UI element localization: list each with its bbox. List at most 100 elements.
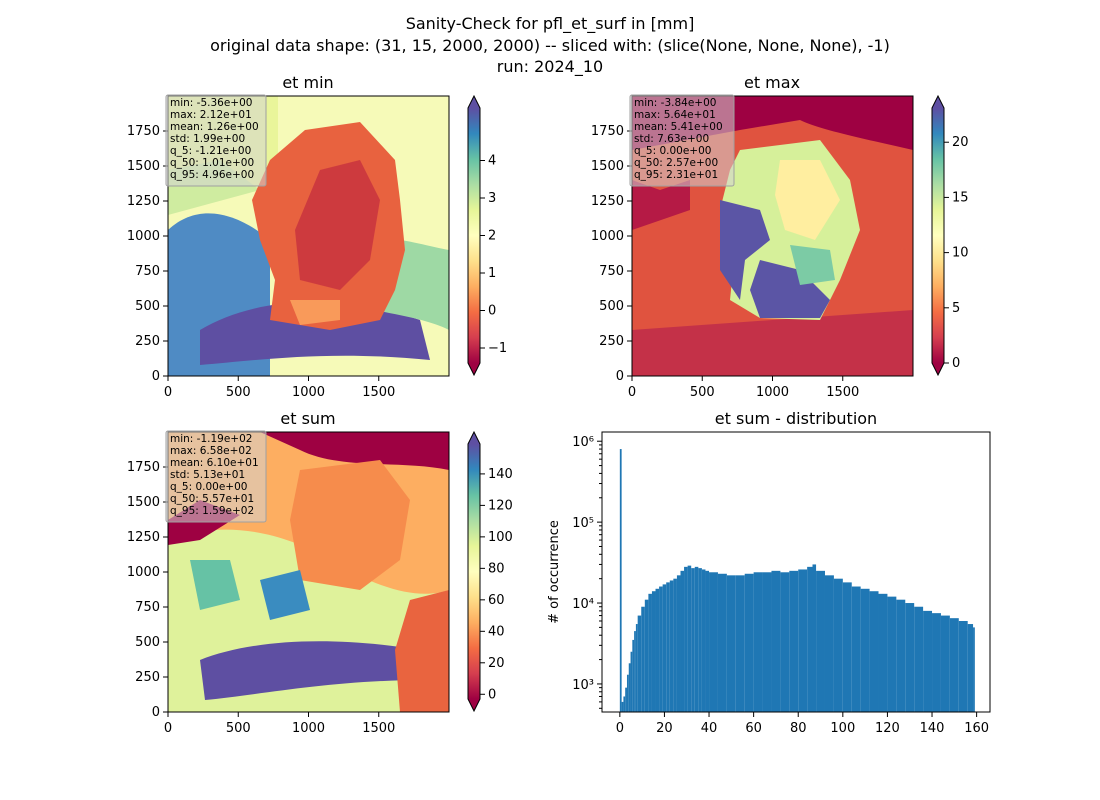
stat-line: std: 7.63e+00 — [634, 133, 709, 145]
y-tick-label: 1250 — [127, 530, 160, 545]
histogram-bar — [949, 618, 959, 712]
y-axis: 0 250 500 750 1000 1250 1500 1750 — [591, 124, 632, 384]
stat-line: q_5: 0.00e+00 — [634, 145, 711, 157]
panel-et-sum-distribution: et sum - distribution # of occurrence 0 2… — [547, 409, 991, 736]
histogram-bar — [753, 572, 763, 712]
stat-line: max: 6.58e+02 — [170, 445, 252, 457]
x-axis: 0 500 1000 1500 — [164, 376, 395, 400]
colorbar-tick-label: 3 — [488, 191, 496, 206]
x-tick-label: 140 — [920, 721, 945, 736]
histogram-bar — [812, 564, 817, 712]
stat-line: std: 1.99e+00 — [170, 133, 245, 145]
y-tick-label: 1000 — [127, 229, 160, 244]
histogram-bar — [878, 593, 888, 712]
histogram-bar — [851, 586, 861, 712]
x-tick-label: 0 — [164, 721, 172, 736]
histogram-bar — [896, 599, 906, 712]
stat-line: min: -3.84e+00 — [634, 97, 716, 109]
suptitle-line-3: run: 2024_10 — [497, 57, 603, 77]
histogram-bar — [644, 599, 649, 712]
x-tick-label: 1500 — [362, 385, 395, 400]
colorbar-tick-label: 10 — [952, 246, 969, 261]
y-tick-label: 1500 — [591, 159, 624, 174]
histogram-bar — [905, 603, 915, 712]
y-tick-label: 750 — [599, 264, 624, 279]
histogram-bar — [842, 582, 852, 712]
histogram-bar — [635, 624, 638, 712]
stat-line: q_5: -1.21e+00 — [170, 145, 251, 157]
x-tick-label: 160 — [964, 721, 989, 736]
axes-frame — [601, 431, 991, 713]
stats-box: min: -1.19e+02 max: 6.58e+02 mean: 6.10e… — [165, 430, 267, 523]
x-tick-label: 1500 — [362, 721, 395, 736]
histogram-bar — [626, 674, 629, 712]
x-tick-label: 0 — [616, 721, 624, 736]
panel-et-min: et min 0 500 1000 1500 0 250 500 750 100… — [127, 73, 507, 400]
y-axis: 10³ 10⁴ 10⁵ 10⁶ — [572, 435, 602, 709]
stat-line: mean: 5.41e+00 — [634, 121, 723, 133]
y-tick-label: 1000 — [127, 565, 160, 580]
colorbar-tick-label: 60 — [488, 593, 505, 608]
y-tick-label: 1500 — [127, 159, 160, 174]
y-tick-label: 250 — [599, 334, 624, 349]
x-tick-label: 500 — [226, 721, 251, 736]
stat-line: q_50: 5.57e+01 — [170, 493, 254, 505]
histogram-bar — [717, 573, 727, 712]
histogram-bar — [691, 568, 695, 712]
histogram-bar — [621, 701, 624, 712]
y-tick-label: 0 — [616, 369, 624, 384]
histogram-bar — [634, 631, 636, 712]
panel-title: et sum - distribution — [715, 409, 877, 428]
stat-line: q_95: 1.59e+02 — [170, 505, 254, 517]
histogram-bar — [726, 575, 736, 712]
histogram-bar — [816, 570, 825, 712]
stat-line: max: 5.64e+01 — [634, 109, 716, 121]
x-tick-label: 80 — [790, 721, 807, 736]
colorbar-tick-label: 120 — [488, 498, 513, 513]
histogram-bar — [798, 569, 808, 712]
colorbar-tick-label: 80 — [488, 561, 505, 576]
y-axis: 0 250 500 750 1000 1250 1500 1750 — [127, 460, 168, 720]
panel-et-sum: et sum 0 500 1000 1500 0 250 500 750 100… — [127, 409, 513, 736]
y-tick-label: 750 — [135, 600, 160, 615]
histogram-bar — [659, 586, 663, 712]
histogram-bar — [684, 566, 688, 712]
x-tick-label: 100 — [830, 721, 855, 736]
colorbar-tick-label: 20 — [952, 135, 969, 150]
stat-line: q_95: 4.96e+00 — [170, 169, 254, 181]
y-axis-label: # of occurrence — [547, 520, 562, 624]
x-tick-label: 1000 — [756, 385, 789, 400]
histogram-bar — [771, 570, 781, 712]
histogram-bar — [744, 573, 754, 712]
x-tick-label: 60 — [745, 721, 762, 736]
y-tick-label: 750 — [135, 264, 160, 279]
suptitle-line-1: Sanity-Check for pfl_et_surf in [mm] — [406, 14, 695, 34]
panel-title: et min — [282, 73, 333, 92]
histogram-bar — [833, 578, 843, 712]
y-tick-label: 250 — [135, 670, 160, 685]
histogram-bar — [762, 572, 772, 712]
y-tick-label: 1250 — [127, 194, 160, 209]
histogram-bar — [623, 696, 626, 712]
histogram-bar — [687, 565, 692, 712]
x-tick-label: 40 — [701, 721, 718, 736]
stat-line: q_5: 0.00e+00 — [170, 481, 247, 493]
histogram-bar — [789, 570, 799, 712]
histogram-bar — [680, 570, 685, 712]
histogram-bar — [735, 575, 745, 712]
histogram-bar — [701, 569, 706, 712]
x-tick-label: 20 — [656, 721, 673, 736]
histogram-bar — [932, 613, 941, 712]
histogram-bar — [673, 578, 677, 712]
stat-line: q_50: 1.01e+00 — [170, 157, 254, 169]
colorbar-tick-label: 40 — [488, 624, 505, 639]
histogram-bar — [807, 566, 813, 712]
colorbar: 0 5 10 15 20 — [931, 94, 969, 377]
x-tick-label: 1500 — [826, 385, 859, 400]
y-tick-label: 1250 — [591, 194, 624, 209]
stat-line: mean: 1.26e+00 — [170, 121, 259, 133]
x-tick-label: 0 — [164, 385, 172, 400]
x-tick-label: 120 — [875, 721, 900, 736]
stat-line: min: -5.36e+00 — [170, 97, 252, 109]
panel-title: et max — [744, 73, 800, 92]
